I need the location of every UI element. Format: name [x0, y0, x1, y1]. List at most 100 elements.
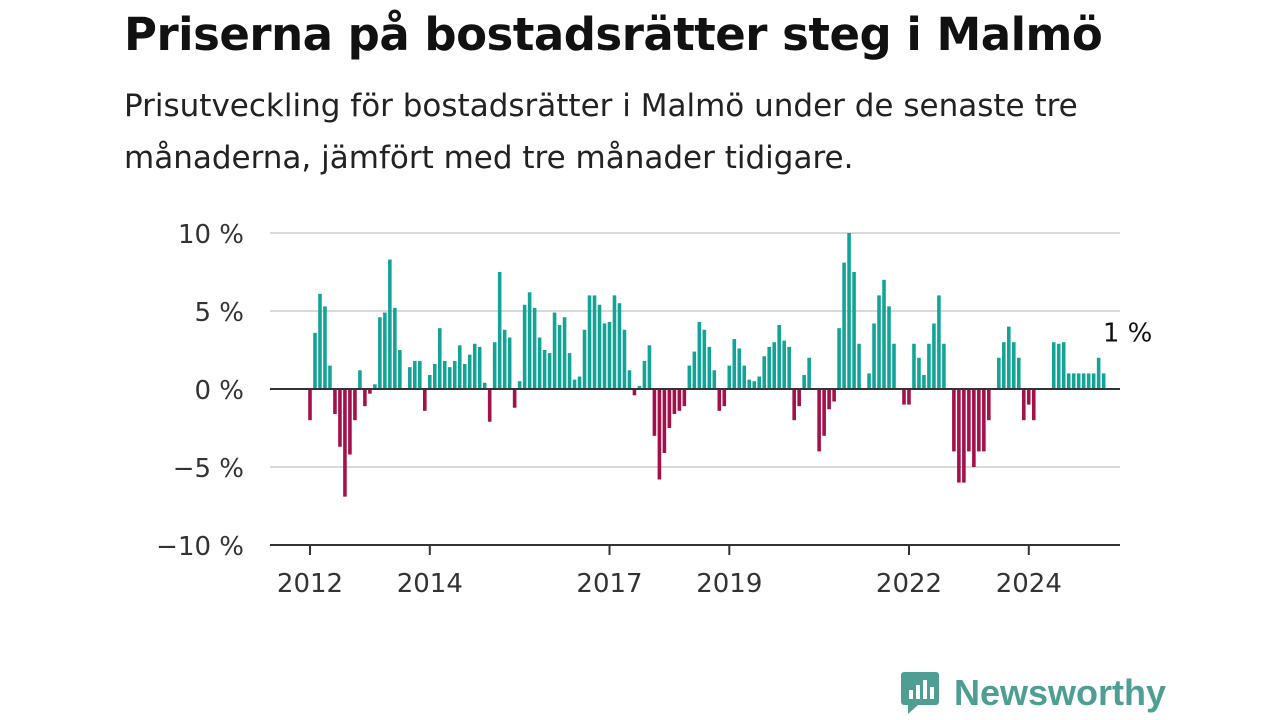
bar — [457, 345, 462, 389]
bar — [492, 342, 497, 389]
y-tick-label: −10 % — [156, 532, 244, 562]
bar — [358, 370, 362, 389]
bar — [627, 370, 632, 389]
bar — [692, 351, 697, 389]
bar — [607, 321, 612, 389]
bar — [637, 385, 642, 389]
bar — [537, 337, 542, 389]
x-tick-label: 2024 — [996, 569, 1062, 599]
bar — [1091, 373, 1096, 389]
x-tick-label: 2012 — [277, 569, 343, 599]
bar — [932, 323, 936, 389]
bar — [907, 389, 911, 405]
bar — [682, 389, 687, 407]
bar — [887, 306, 891, 389]
bar — [807, 357, 811, 389]
bar — [937, 295, 941, 389]
bar — [602, 323, 607, 389]
bar — [842, 262, 846, 389]
bar — [462, 364, 467, 389]
bar — [567, 353, 572, 389]
last-value-label: 1 % — [1103, 318, 1153, 348]
bar — [747, 379, 752, 389]
bar — [542, 350, 547, 389]
bar — [987, 389, 991, 421]
bar — [487, 389, 492, 422]
bar — [892, 343, 896, 389]
bar — [792, 389, 796, 421]
x-tick-label: 2022 — [876, 569, 942, 599]
bar — [348, 389, 352, 455]
bar — [1096, 357, 1101, 389]
bar — [1002, 342, 1006, 389]
bar — [837, 328, 841, 389]
bar — [517, 381, 522, 389]
bar — [857, 343, 861, 389]
bar — [707, 346, 712, 389]
bar — [373, 384, 377, 389]
x-tick-label: 2017 — [576, 569, 642, 599]
bar — [647, 345, 652, 389]
bar — [902, 389, 906, 405]
bar — [497, 272, 502, 389]
bar — [1081, 373, 1086, 389]
bar — [477, 346, 482, 389]
bar — [482, 382, 487, 389]
bar — [398, 350, 402, 389]
bar — [942, 343, 946, 389]
bar — [368, 389, 372, 394]
y-tick-label: 0 % — [194, 376, 244, 406]
bar — [957, 389, 961, 483]
bar — [872, 323, 876, 389]
bar — [732, 339, 737, 389]
bar — [1066, 373, 1071, 389]
bar — [442, 360, 447, 389]
bar — [722, 389, 727, 407]
bar — [782, 340, 786, 389]
chart-subtitle: Prisutveckling för bostadsrätter i Malmö… — [124, 88, 1078, 176]
bar — [388, 259, 392, 389]
bar — [997, 357, 1001, 389]
bar — [622, 329, 627, 389]
axes — [270, 388, 1120, 555]
bar — [512, 389, 517, 408]
bar — [313, 332, 317, 389]
bar — [393, 307, 397, 389]
bar — [697, 321, 702, 389]
bar — [1101, 373, 1106, 389]
y-axis-labels: 10 % 5 % 0 % −5 % −10 % — [156, 220, 244, 562]
bar — [562, 317, 567, 389]
bar — [572, 379, 577, 389]
y-tick-label: −5 % — [173, 454, 244, 484]
gridlines — [270, 232, 1120, 468]
bar — [797, 389, 801, 407]
bar — [452, 360, 457, 389]
bar — [428, 374, 432, 389]
bar — [982, 389, 986, 452]
bar — [323, 306, 327, 389]
bar — [737, 348, 742, 389]
bar — [702, 329, 707, 389]
bar — [1021, 389, 1026, 421]
bar — [577, 376, 582, 389]
bar — [363, 389, 367, 407]
bar — [547, 353, 552, 389]
bar — [432, 364, 437, 389]
bar — [927, 343, 931, 389]
bar — [852, 272, 856, 389]
bar — [687, 365, 692, 389]
bar — [967, 389, 971, 452]
bar — [672, 389, 677, 414]
bar — [612, 295, 617, 389]
bar — [667, 389, 672, 428]
brand: Newsworthy — [900, 670, 1166, 716]
bar — [952, 389, 956, 452]
bar — [1056, 343, 1061, 389]
newsworthy-logo-icon — [901, 672, 939, 714]
bar — [847, 233, 851, 389]
bar — [717, 389, 722, 411]
bar — [742, 365, 747, 389]
bar — [1031, 389, 1036, 421]
bar — [1071, 373, 1076, 389]
